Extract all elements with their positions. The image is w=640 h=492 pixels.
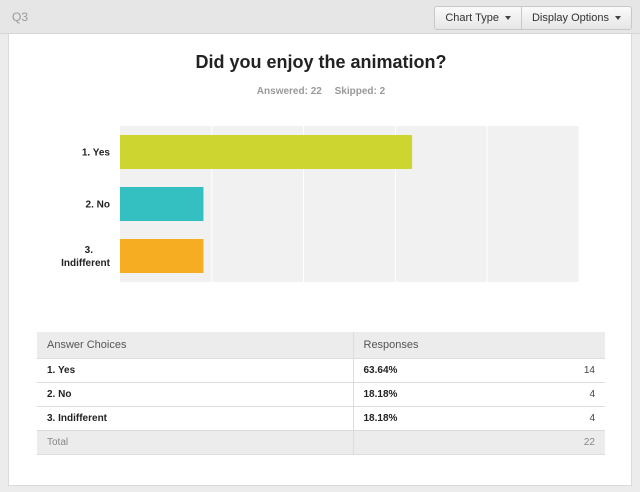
response-percent: 18.18%	[353, 406, 505, 431]
answer-choice: 2. No	[37, 382, 354, 407]
display-options-button[interactable]: Display Options	[520, 7, 631, 29]
response-percent: 18.18%	[353, 382, 505, 407]
chart-type-label: Chart Type	[445, 12, 499, 24]
response-bar-chart: 0% 20% 40% 60% 80% 100% 1. Yes 2. No 3.Indiffere…	[61, 126, 593, 294]
response-count: 4	[505, 382, 605, 407]
table-header-row: Answer Choices Responses	[37, 332, 605, 359]
table-row: 3. Indifferent 18.18% 4	[37, 406, 605, 431]
response-count: 14	[505, 358, 605, 383]
x-tick-label: 0%	[120, 293, 136, 294]
response-count: 4	[505, 406, 605, 431]
answer-choice: 1. Yes	[37, 358, 354, 383]
count-header	[505, 332, 605, 359]
response-percent: 63.64%	[353, 358, 505, 383]
total-label: Total	[37, 430, 354, 455]
x-tick-label: 40%	[293, 293, 315, 294]
answer-choices-header: Answer Choices	[37, 332, 354, 359]
y-category-label: 1. Yes	[82, 148, 111, 159]
caret-down-icon	[504, 16, 511, 20]
skipped-count: Skipped: 2	[334, 86, 386, 97]
bar	[120, 239, 204, 273]
question-title: Did you enjoy the animation?	[195, 52, 447, 72]
answered-count: Answered: 22	[256, 86, 322, 97]
answer-choice: 3. Indifferent	[37, 406, 354, 431]
y-category-label: 3. Indifferent	[61, 245, 111, 269]
total-spacer	[353, 430, 505, 455]
table-row: 2. No 18.18% 4	[37, 382, 605, 407]
question-number: Q3	[12, 10, 29, 24]
response-stats: Answered: 22 Skipped: 2	[9, 86, 633, 97]
question-summary-card: Did you enjoy the animation? Answered: 2…	[8, 34, 632, 486]
display-options-label: Display Options	[531, 12, 609, 24]
x-tick-label: 20%	[201, 293, 223, 294]
responses-header: Responses	[353, 332, 505, 359]
responses-table: Answer Choices Responses 1. Yes 63.64% 1…	[37, 332, 605, 455]
x-tick-label: 100%	[565, 293, 593, 294]
bar	[120, 135, 413, 169]
chart-type-button[interactable]: Chart Type	[435, 7, 521, 29]
table-row: 1. Yes 63.64% 14	[37, 358, 605, 383]
caret-down-icon	[615, 16, 621, 20]
x-tick-label: 60%	[384, 293, 406, 294]
table-total-row: Total 22	[37, 430, 605, 455]
x-tick-label: 80%	[476, 293, 498, 294]
total-count: 22	[505, 430, 605, 455]
y-category-label: 2. No	[86, 200, 110, 211]
chart-toolbar: Chart Type Display Options	[434, 6, 632, 30]
bar	[120, 187, 204, 221]
question-header: Q3 Chart Type Display Options	[0, 0, 640, 34]
